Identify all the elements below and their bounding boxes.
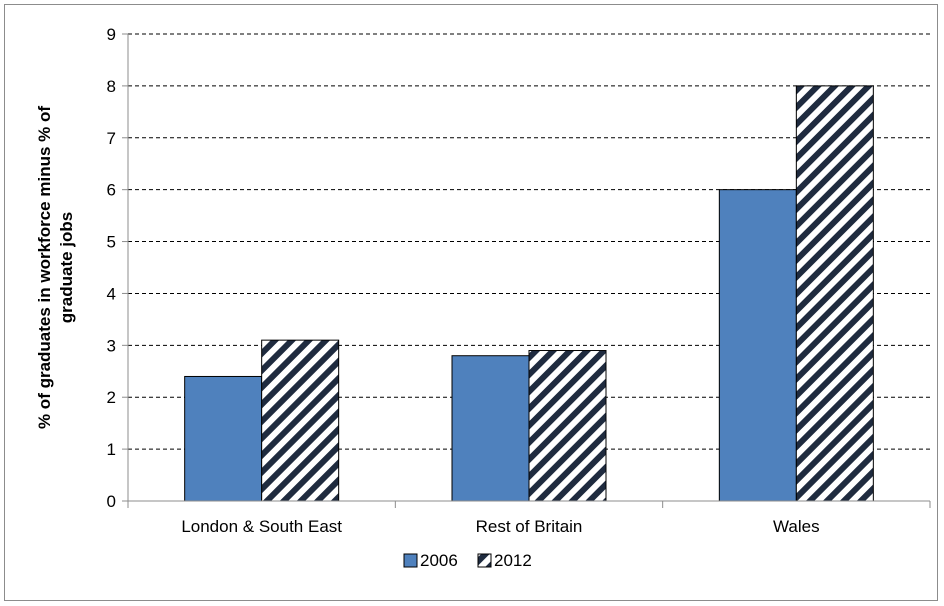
y-tick-label: 1 (107, 440, 116, 459)
bar-2006-1 (451, 355, 530, 502)
y-tick-label: 7 (107, 129, 116, 148)
y-tick-label: 8 (107, 77, 116, 96)
category-label: Rest of Britain (476, 517, 583, 536)
y-tick-label: 4 (107, 284, 116, 303)
bar-2012-1 (528, 350, 607, 502)
bar-2006-0 (184, 375, 263, 502)
category-label: London & South East (181, 517, 342, 536)
y-axis-title-line: graduate jobs (57, 212, 76, 323)
bar-2006-2 (718, 189, 797, 502)
category-label: Wales (773, 517, 820, 536)
axes (122, 33, 931, 508)
y-axis-title: % of graduates in workforce minus % of gr… (35, 106, 76, 429)
y-tick-label: 0 (107, 492, 116, 511)
legend-label-2012: 2012 (494, 551, 532, 570)
legend-label-2006: 2006 (420, 551, 458, 570)
y-tick-label: 3 (107, 336, 116, 355)
category-labels: London & South East Rest of Britain Wales (181, 517, 819, 536)
y-tick-label: 5 (107, 233, 116, 252)
legend-swatch-2006 (403, 553, 418, 568)
y-tick-label: 9 (107, 25, 116, 44)
legend-swatch-2012 (477, 553, 492, 568)
y-tick-label: 2 (107, 388, 116, 407)
y-tick-labels: 0 1 2 3 4 5 6 7 8 9 (107, 25, 116, 511)
y-axis-title-line: % of graduates in workforce minus % of (35, 106, 54, 429)
bar-2012-0 (261, 339, 340, 502)
bars (184, 85, 874, 502)
y-tick-label: 6 (107, 181, 116, 200)
legend: 2006 2012 (403, 551, 532, 570)
bar-2012-2 (795, 85, 874, 502)
